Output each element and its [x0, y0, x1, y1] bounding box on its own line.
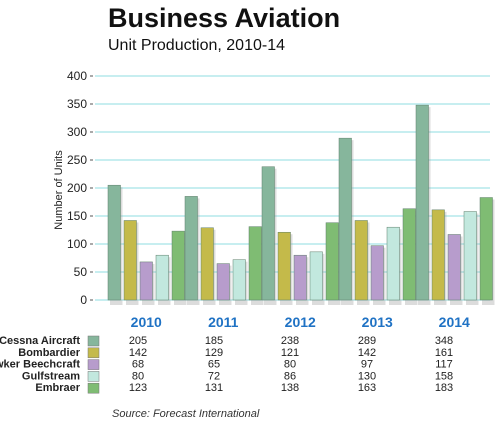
table-value: 238: [281, 335, 299, 347]
table-value: 121: [281, 347, 299, 359]
table-value: 123: [129, 382, 147, 394]
table-value: 158: [435, 370, 453, 382]
bar: [431, 209, 445, 301]
bar: [232, 259, 246, 301]
bar: [415, 104, 429, 301]
table-value: 131: [205, 382, 223, 394]
table-value: 205: [129, 335, 147, 347]
table-value: 80: [284, 359, 296, 371]
table-swatch: [87, 335, 100, 347]
chart-subtitle: Unit Production, 2010-14: [108, 37, 285, 54]
bar: [155, 254, 169, 301]
table-value: 97: [361, 359, 373, 371]
bar: [200, 227, 214, 301]
table-swatch: [87, 347, 100, 359]
y-tick-label: 150: [67, 209, 87, 223]
y-axis-label: Number of Units: [53, 150, 65, 230]
table-value: 68: [132, 359, 144, 371]
table-series-name: Bombardier: [18, 347, 80, 359]
bar: [386, 226, 400, 301]
y-tick-label: 100: [67, 237, 87, 251]
bars: [107, 104, 495, 306]
x-axis-categories: 2010 2011 2012 2013 2014: [131, 314, 470, 330]
bar: [184, 196, 198, 301]
bar: [293, 254, 307, 301]
bar: [402, 208, 416, 301]
table-value: 72: [208, 370, 220, 382]
table-series-name: Hawker Beechcraft: [0, 359, 80, 371]
bar: [248, 226, 262, 301]
y-tick-label: 350: [67, 97, 87, 111]
table-value: 129: [205, 347, 223, 359]
y-tick-label: 200: [67, 181, 87, 195]
bar: [479, 197, 493, 301]
table-value: 289: [358, 335, 376, 347]
bar: [338, 137, 352, 301]
bar: [139, 261, 153, 301]
x-category-label: 2011: [208, 314, 239, 330]
table-value: 142: [358, 347, 376, 359]
x-category-label: 2012: [285, 314, 316, 330]
bar: [123, 220, 137, 301]
y-tick-label: 300: [67, 125, 87, 139]
bar: [309, 251, 323, 301]
table-value: 161: [435, 347, 453, 359]
table-value: 65: [208, 359, 220, 371]
table-value: 163: [358, 382, 376, 394]
y-tick-label: 400: [67, 69, 87, 83]
table-value: 117: [435, 359, 453, 371]
y-tick-label: 50: [74, 265, 88, 279]
x-category-label: 2010: [131, 314, 162, 330]
bar: [171, 230, 185, 301]
bar: [354, 220, 368, 301]
table-value: 348: [435, 335, 453, 347]
table-value: 183: [435, 382, 453, 394]
table-series-name: Embraer: [35, 382, 80, 394]
bar: [447, 234, 461, 301]
table-swatch: [87, 359, 100, 370]
bar: [325, 222, 339, 301]
table-series-name: Gulfstream: [22, 370, 80, 382]
y-tick-label: 0: [80, 293, 87, 307]
bar: [463, 211, 477, 301]
table-value: 80: [132, 370, 144, 382]
table-value: 142: [129, 347, 147, 359]
table-swatch: [87, 382, 100, 394]
table-value: 185: [205, 335, 223, 347]
data-table: Cessna Aircraft 205 185 238 289 348 Bombardier…: [0, 335, 453, 394]
table-swatch: [87, 371, 100, 382]
bar: [107, 184, 121, 301]
source-note: Source: Forecast International: [112, 408, 260, 420]
table-value: 138: [281, 382, 299, 394]
y-axis-ticks: 0 50 100 150 200 250 300 350 400: [67, 69, 93, 307]
table-value: 86: [284, 370, 296, 382]
bar: [216, 263, 230, 301]
bar: [277, 231, 291, 301]
x-category-label: 2013: [362, 314, 393, 330]
x-category-label: 2014: [439, 314, 470, 330]
bar: [261, 166, 275, 301]
chart-title: Business Aviation: [108, 3, 340, 33]
table-value: 130: [358, 370, 376, 382]
bar: [370, 245, 384, 301]
table-series-name: Cessna Aircraft: [0, 335, 80, 347]
y-tick-label: 250: [67, 153, 87, 167]
